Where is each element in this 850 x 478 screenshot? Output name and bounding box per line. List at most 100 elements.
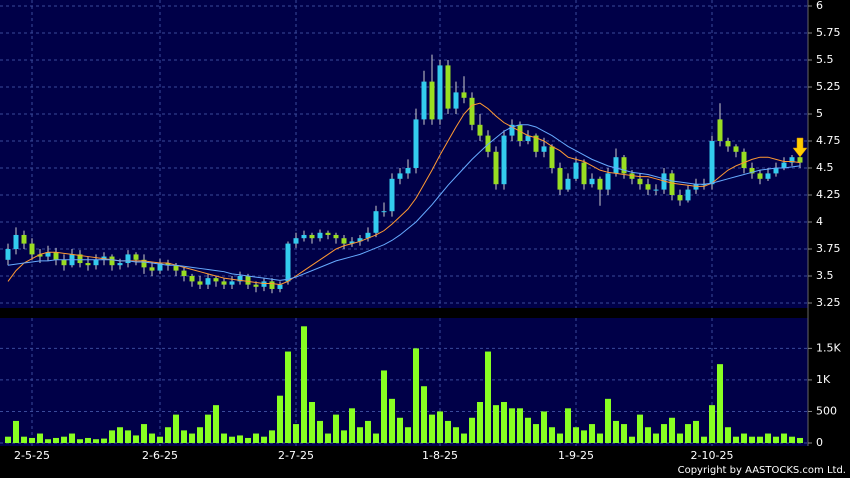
- volume-bar: [685, 424, 691, 443]
- volume-bar: [357, 427, 363, 443]
- candle-body: [381, 211, 387, 213]
- volume-bar: [101, 438, 107, 443]
- candle-body: [309, 234, 315, 239]
- candle-body: [597, 178, 603, 190]
- y-tick-label: 4: [816, 215, 823, 228]
- volume-bar: [621, 424, 627, 443]
- candle-body: [477, 124, 483, 136]
- volume-bar: [181, 430, 187, 443]
- candle-body: [725, 141, 731, 147]
- y-tick-label: 3.75: [816, 242, 841, 255]
- volume-bar: [653, 433, 659, 443]
- volume-bar: [93, 439, 99, 443]
- candle-body: [605, 173, 611, 190]
- candle-body: [685, 189, 691, 201]
- volume-bar: [613, 420, 619, 443]
- volume-bar: [325, 433, 331, 443]
- volume-bar: [453, 427, 459, 443]
- volume-bar: [549, 427, 555, 443]
- volume-bar: [629, 436, 635, 443]
- volume-bar: [141, 424, 147, 443]
- candle-body: [101, 256, 107, 260]
- candle-body: [213, 278, 219, 282]
- candle-body: [53, 252, 59, 260]
- volume-bar: [85, 437, 91, 443]
- candle-body: [629, 173, 635, 179]
- candle-body: [133, 254, 139, 260]
- volume-bar: [637, 414, 643, 443]
- candle-body: [245, 276, 251, 285]
- candle-body: [621, 157, 627, 174]
- volume-bar: [253, 433, 259, 443]
- candle-body: [373, 211, 379, 233]
- candle-body: [285, 243, 291, 282]
- volume-bar: [525, 417, 531, 443]
- y-tick-label: 3.5: [816, 269, 834, 282]
- candle-body: [749, 168, 755, 174]
- volume-bar: [501, 402, 507, 443]
- candle-body: [277, 284, 283, 289]
- candle-body: [421, 81, 427, 120]
- volume-bar: [749, 436, 755, 443]
- volume-bar: [149, 433, 155, 443]
- volume-bar: [757, 436, 763, 443]
- candle-body: [149, 267, 155, 271]
- candle-body: [189, 276, 195, 282]
- candle-body: [445, 65, 451, 109]
- candle-body: [413, 119, 419, 168]
- volume-bar: [317, 420, 323, 443]
- volume-bar: [541, 411, 547, 443]
- volume-bar: [13, 420, 19, 443]
- candle-body: [261, 281, 267, 287]
- candle-body: [317, 232, 323, 239]
- candle-body: [221, 281, 227, 285]
- y-tick-label: 4.5: [816, 161, 834, 174]
- copyright: Copyright by AASTOCKS.com Ltd.: [678, 465, 846, 476]
- volume-bar: [293, 424, 299, 443]
- volume-bar: [61, 436, 67, 443]
- volume-bar: [373, 433, 379, 443]
- volume-bar: [509, 408, 515, 443]
- candle-body: [173, 265, 179, 271]
- candle-body: [29, 243, 35, 255]
- candle-body: [565, 178, 571, 190]
- candle-body: [197, 281, 203, 285]
- candle-body: [461, 92, 467, 98]
- candle-body: [757, 173, 763, 179]
- volume-bar: [477, 402, 483, 443]
- candle-body: [573, 162, 579, 179]
- candle-body: [333, 234, 339, 239]
- volume-bar: [397, 417, 403, 443]
- volume-bar: [725, 427, 731, 443]
- volume-bar: [21, 436, 27, 443]
- candle-body: [797, 157, 803, 163]
- volume-bar: [213, 405, 219, 443]
- x-tick-label: 2-7-25: [278, 449, 314, 462]
- volume-bar: [45, 439, 51, 443]
- volume-bar: [133, 435, 139, 443]
- candle-body: [741, 151, 747, 168]
- y-tick-label: 1.5K: [816, 341, 841, 354]
- candle-body: [525, 135, 531, 141]
- candle-body: [517, 124, 523, 141]
- volume-bar: [389, 398, 395, 443]
- volume-bar: [365, 420, 371, 443]
- volume-bar: [565, 408, 571, 443]
- volume-bar: [157, 436, 163, 443]
- volume-bar: [413, 348, 419, 443]
- volume-bar: [117, 427, 123, 443]
- volume-bar: [37, 433, 43, 443]
- candle-body: [397, 173, 403, 179]
- y-tick-label: 5.5: [816, 53, 834, 66]
- candle-body: [341, 238, 347, 244]
- volume-bar: [605, 398, 611, 443]
- volume-bar: [77, 439, 83, 443]
- candle-body: [13, 234, 19, 249]
- volume-bar: [165, 427, 171, 443]
- candle-body: [237, 276, 243, 282]
- volume-bar: [677, 433, 683, 443]
- volume-bar: [341, 430, 347, 443]
- candle-body: [765, 173, 771, 179]
- candle-body: [789, 157, 795, 163]
- volume-bar: [709, 405, 715, 443]
